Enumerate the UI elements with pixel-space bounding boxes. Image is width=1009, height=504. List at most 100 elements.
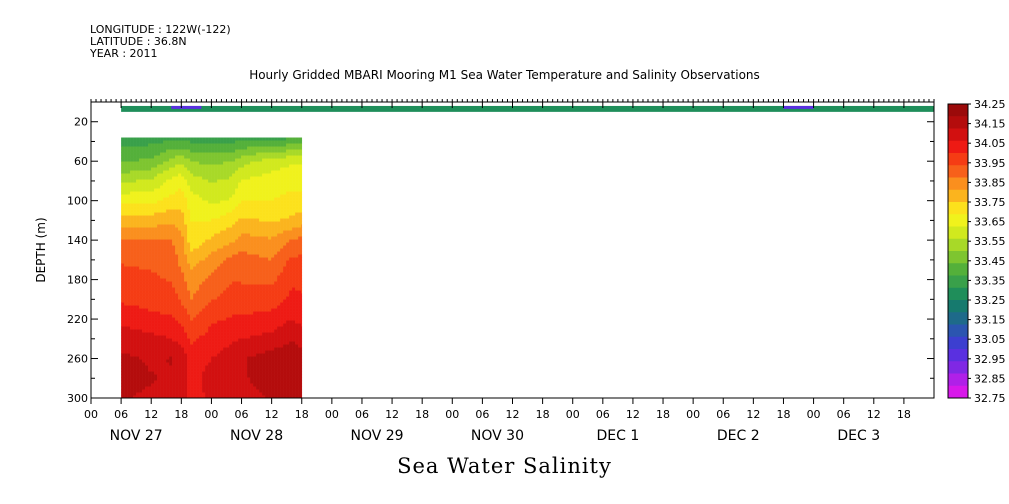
salinity-cell	[136, 311, 140, 315]
salinity-cell	[187, 185, 191, 189]
salinity-cell	[208, 206, 212, 210]
salinity-cell	[130, 227, 134, 231]
salinity-cell	[289, 164, 293, 168]
salinity-cell	[241, 215, 245, 219]
salinity-cell	[217, 245, 221, 249]
salinity-cell	[301, 257, 303, 261]
salinity-cell	[136, 176, 140, 180]
salinity-cell	[301, 353, 303, 357]
salinity-cell	[244, 233, 248, 237]
salinity-cell	[136, 143, 140, 147]
salinity-cell	[160, 344, 164, 348]
salinity-cell	[124, 230, 128, 234]
salinity-cell	[163, 152, 167, 156]
salinity-cell	[187, 227, 191, 231]
salinity-cell	[238, 209, 242, 213]
salinity-cell	[175, 167, 179, 171]
salinity-cell	[274, 191, 278, 195]
salinity-cell	[292, 371, 296, 375]
salinity-cell	[166, 182, 170, 186]
salinity-cell	[211, 260, 215, 264]
salinity-cell	[217, 266, 221, 270]
salinity-cell	[289, 158, 293, 162]
salinity-cell	[136, 146, 140, 150]
salinity-cell	[220, 167, 224, 171]
salinity-cell	[220, 242, 224, 246]
salinity-cell	[295, 254, 299, 258]
salinity-cell	[145, 248, 149, 252]
salinity-cell	[148, 212, 152, 216]
salinity-cell	[142, 263, 146, 267]
salinity-cell	[202, 236, 206, 240]
salinity-cell	[292, 224, 296, 228]
salinity-cell	[154, 275, 158, 279]
salinity-cell	[274, 332, 278, 336]
salinity-cell	[244, 266, 248, 270]
salinity-cell	[124, 269, 128, 273]
salinity-cell	[256, 203, 260, 207]
salinity-cell	[244, 185, 248, 189]
salinity-cell	[157, 329, 161, 333]
salinity-cell	[295, 155, 299, 159]
salinity-cell	[289, 320, 293, 324]
salinity-cell	[274, 368, 278, 372]
salinity-cell	[250, 221, 254, 225]
salinity-cell	[223, 284, 227, 288]
salinity-cell	[244, 344, 248, 348]
salinity-cell	[217, 311, 221, 315]
salinity-cell	[127, 239, 131, 243]
salinity-cell	[157, 215, 161, 219]
salinity-cell	[130, 272, 134, 276]
salinity-cell	[220, 260, 224, 264]
salinity-cell	[205, 281, 209, 285]
salinity-cell	[289, 191, 293, 195]
salinity-cell	[130, 143, 134, 147]
salinity-cell	[145, 278, 149, 282]
salinity-cell	[124, 335, 128, 339]
salinity-cell	[130, 194, 134, 198]
salinity-cell	[127, 338, 131, 342]
salinity-cell	[196, 326, 200, 330]
salinity-cell	[247, 143, 251, 147]
salinity-cell	[169, 170, 173, 174]
salinity-cell	[169, 323, 173, 327]
salinity-cell	[196, 233, 200, 237]
salinity-cell	[289, 362, 293, 366]
salinity-cell	[175, 293, 179, 297]
salinity-cell	[181, 374, 185, 378]
salinity-cell	[298, 332, 302, 336]
salinity-cell	[295, 281, 299, 285]
salinity-cell	[202, 155, 206, 159]
salinity-cell	[220, 308, 224, 312]
salinity-cell	[130, 260, 134, 264]
salinity-cell	[136, 209, 140, 213]
salinity-cell	[271, 308, 275, 312]
salinity-cell	[187, 173, 191, 177]
salinity-cell	[262, 179, 266, 183]
salinity-cell	[121, 200, 125, 204]
salinity-cell	[271, 353, 275, 357]
salinity-cell	[175, 188, 179, 192]
salinity-cell	[250, 254, 254, 258]
salinity-cell	[175, 254, 179, 258]
salinity-cell	[124, 191, 128, 195]
salinity-cell	[196, 236, 200, 240]
salinity-cell	[133, 323, 137, 327]
salinity-cell	[265, 152, 269, 156]
salinity-cell	[127, 140, 131, 144]
salinity-cell	[160, 335, 164, 339]
salinity-cell	[157, 362, 161, 366]
salinity-cell	[142, 155, 146, 159]
salinity-cell	[145, 230, 149, 234]
salinity-cell	[292, 149, 296, 153]
salinity-cell	[190, 353, 194, 357]
salinity-cell	[196, 176, 200, 180]
salinity-cell	[238, 155, 242, 159]
salinity-cell	[277, 179, 281, 183]
salinity-cell	[298, 176, 302, 180]
salinity-cell	[202, 317, 206, 321]
salinity-cell	[178, 290, 182, 294]
salinity-cell	[133, 260, 137, 264]
salinity-cell	[142, 335, 146, 339]
salinity-cell	[178, 140, 182, 144]
